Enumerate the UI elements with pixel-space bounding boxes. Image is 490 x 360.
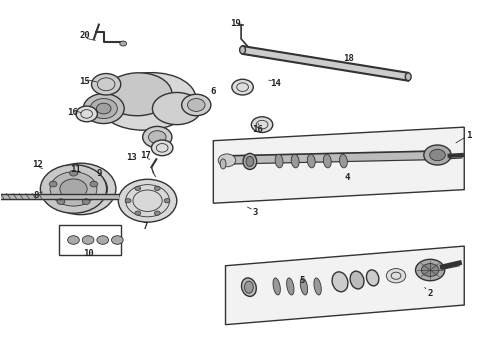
Polygon shape: [243, 46, 408, 81]
Circle shape: [154, 211, 160, 215]
Circle shape: [135, 186, 141, 190]
Text: 1: 1: [466, 131, 472, 140]
Circle shape: [154, 186, 160, 190]
Circle shape: [46, 163, 116, 215]
Polygon shape: [213, 127, 464, 203]
Circle shape: [70, 170, 77, 176]
Circle shape: [83, 94, 124, 123]
Circle shape: [68, 236, 79, 244]
Text: 16: 16: [67, 108, 77, 117]
Circle shape: [125, 199, 131, 203]
Circle shape: [386, 269, 406, 283]
Circle shape: [182, 94, 211, 116]
Circle shape: [164, 199, 170, 203]
Circle shape: [92, 73, 121, 95]
Circle shape: [76, 106, 98, 122]
Polygon shape: [233, 151, 450, 164]
Circle shape: [112, 236, 123, 244]
Ellipse shape: [323, 154, 331, 168]
Text: 13: 13: [126, 153, 137, 162]
Circle shape: [60, 179, 87, 199]
Ellipse shape: [287, 278, 294, 295]
Ellipse shape: [273, 278, 280, 295]
Circle shape: [90, 181, 98, 187]
Circle shape: [143, 126, 172, 148]
Ellipse shape: [99, 73, 196, 130]
Circle shape: [82, 236, 94, 244]
Circle shape: [416, 259, 445, 281]
Text: 19: 19: [230, 19, 241, 28]
Circle shape: [430, 149, 445, 161]
Circle shape: [151, 140, 173, 156]
Text: 16: 16: [252, 126, 263, 135]
Text: 5: 5: [300, 276, 305, 285]
Ellipse shape: [240, 46, 245, 54]
Circle shape: [421, 264, 439, 276]
Ellipse shape: [245, 281, 253, 293]
Text: 8: 8: [34, 191, 39, 200]
Ellipse shape: [246, 157, 254, 166]
Circle shape: [148, 131, 166, 144]
Ellipse shape: [275, 154, 283, 168]
Circle shape: [50, 172, 97, 206]
Text: 7: 7: [143, 222, 148, 231]
Circle shape: [424, 145, 451, 165]
Bar: [59, 225, 121, 255]
Circle shape: [57, 199, 65, 204]
Circle shape: [135, 211, 141, 215]
Ellipse shape: [242, 278, 256, 296]
Ellipse shape: [340, 154, 347, 168]
Ellipse shape: [405, 73, 411, 81]
Ellipse shape: [367, 270, 379, 286]
Text: 10: 10: [83, 249, 94, 258]
Text: 12: 12: [32, 160, 43, 169]
Circle shape: [251, 117, 273, 132]
Text: 18: 18: [343, 54, 354, 63]
Ellipse shape: [307, 154, 315, 168]
Text: 4: 4: [344, 173, 350, 182]
Text: 3: 3: [252, 208, 257, 217]
Text: 15: 15: [79, 77, 90, 86]
Ellipse shape: [300, 278, 308, 295]
Ellipse shape: [243, 153, 257, 170]
Text: 17: 17: [140, 151, 151, 160]
Ellipse shape: [152, 93, 201, 125]
Circle shape: [40, 165, 107, 213]
Text: 2: 2: [427, 289, 433, 298]
Ellipse shape: [220, 159, 226, 169]
Circle shape: [97, 236, 109, 244]
Text: 6: 6: [211, 87, 216, 96]
Circle shape: [118, 179, 177, 222]
Circle shape: [232, 79, 253, 95]
Circle shape: [188, 99, 205, 111]
Circle shape: [97, 103, 111, 114]
Circle shape: [218, 154, 236, 167]
Circle shape: [82, 199, 90, 204]
Text: 11: 11: [70, 166, 81, 175]
Ellipse shape: [291, 154, 299, 168]
Text: 14: 14: [270, 79, 281, 88]
Ellipse shape: [104, 73, 172, 116]
Ellipse shape: [314, 278, 321, 295]
Polygon shape: [0, 194, 118, 199]
Polygon shape: [225, 246, 464, 325]
Ellipse shape: [350, 271, 364, 289]
Circle shape: [120, 41, 126, 46]
Circle shape: [90, 99, 117, 118]
Circle shape: [49, 181, 57, 187]
Text: 20: 20: [80, 31, 91, 40]
Text: 9: 9: [96, 169, 101, 178]
Ellipse shape: [332, 272, 348, 292]
